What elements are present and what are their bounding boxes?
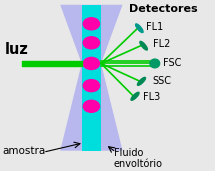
Text: FL3: FL3 <box>143 92 160 102</box>
Text: Fluido
envoltório: Fluido envoltório <box>114 148 163 169</box>
Circle shape <box>83 18 100 30</box>
Ellipse shape <box>140 41 147 50</box>
Ellipse shape <box>150 59 160 68</box>
Text: Detectores: Detectores <box>129 4 198 14</box>
Circle shape <box>83 80 100 92</box>
Text: luz: luz <box>4 42 28 57</box>
Ellipse shape <box>137 77 146 85</box>
Polygon shape <box>60 5 123 63</box>
Text: FL2: FL2 <box>153 39 170 49</box>
Circle shape <box>83 37 100 49</box>
Circle shape <box>83 100 100 112</box>
Circle shape <box>83 57 100 69</box>
Text: SSC: SSC <box>153 76 172 86</box>
Ellipse shape <box>131 92 139 100</box>
Text: amostra: amostra <box>2 146 45 156</box>
Text: FL1: FL1 <box>146 22 163 32</box>
Ellipse shape <box>136 24 143 32</box>
Bar <box>82 5 101 151</box>
Polygon shape <box>60 63 123 151</box>
Text: FSC: FSC <box>163 58 182 68</box>
